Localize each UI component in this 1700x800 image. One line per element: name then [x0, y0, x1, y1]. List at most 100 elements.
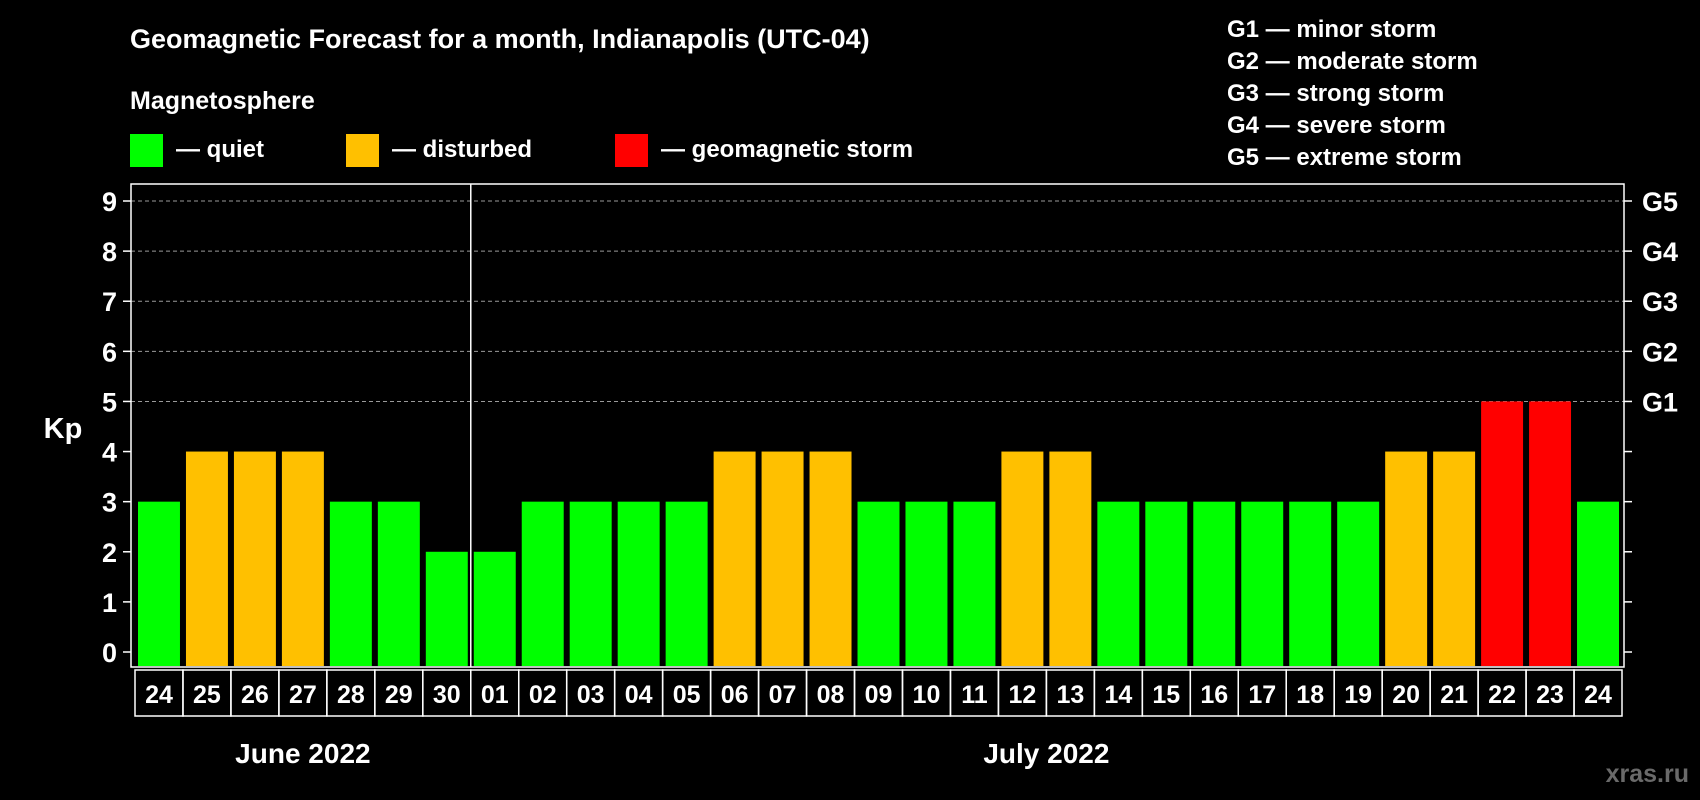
g-scale-label-g5: G5 — [1642, 187, 1678, 217]
x-tick-label: 20 — [1392, 681, 1420, 709]
plot-frame — [130, 183, 1625, 668]
y-tick-labels: 0 1 2 3 4 5 6 7 8 9 — [102, 187, 117, 668]
bar-31-24 — [1577, 501, 1619, 666]
gridlines — [131, 200, 1624, 402]
y-tick-label: 2 — [102, 538, 117, 568]
x-tick-label: 29 — [385, 681, 413, 709]
x-tick-label: 30 — [433, 681, 461, 709]
x-tick-label: 26 — [241, 681, 269, 709]
x-tick-label: 23 — [1536, 681, 1564, 709]
bar-30-23 — [1529, 401, 1572, 666]
x-tick-label: 09 — [865, 681, 893, 709]
x-tick-label: 24 — [1584, 681, 1612, 709]
bar-25-18 — [1289, 501, 1332, 666]
y-tick-label: 1 — [102, 588, 117, 618]
g-scale-label-g2: G2 — [1642, 337, 1678, 367]
bar-16-09 — [857, 501, 900, 666]
x-tick-label: 17 — [1248, 681, 1276, 709]
x-tick-label: 11 — [961, 681, 988, 709]
axes — [123, 183, 1632, 668]
x-tick-label: 08 — [817, 681, 845, 709]
x-tick-label: 03 — [577, 681, 605, 709]
y-tick-label: 9 — [102, 187, 117, 217]
x-tick-label: 28 — [337, 681, 365, 709]
month-label: June 2022 — [235, 738, 370, 769]
x-tick-label: 22 — [1488, 681, 1516, 709]
bar-11-04 — [617, 501, 660, 666]
bar-29-22 — [1481, 401, 1524, 666]
month-label: July 2022 — [983, 738, 1109, 769]
bar-18-11 — [953, 501, 996, 666]
y-tick-label: 3 — [102, 488, 117, 518]
bar-2-25 — [185, 451, 228, 666]
y-tick-label: 4 — [102, 438, 117, 468]
x-tick-label: 04 — [625, 681, 653, 709]
month-labels: June 2022 July 2022 — [235, 738, 1109, 769]
g-scale-tick-labels: G1 G2 G3 G4 G5 — [1642, 187, 1678, 417]
bar-28-21 — [1433, 451, 1476, 666]
bar-20-13 — [1049, 451, 1092, 666]
y-tick-label: 0 — [102, 638, 117, 668]
bar-22-15 — [1145, 501, 1188, 666]
bar-14-07 — [761, 451, 804, 666]
x-tick-label: 01 — [481, 681, 509, 709]
storm-scale-g3: G3 — strong storm — [1227, 80, 1444, 107]
storm-scale-g4: G4 — severe storm — [1227, 112, 1446, 139]
x-tick-label: 27 — [289, 681, 317, 709]
bars — [138, 401, 1619, 666]
date-cell — [1573, 669, 1623, 717]
g-scale-label-g4: G4 — [1642, 237, 1678, 267]
storm-scale-g2: G2 — moderate storm — [1227, 48, 1478, 75]
legend-swatch-quiet — [130, 134, 163, 167]
x-tick-label: 25 — [193, 681, 221, 709]
storm-scale-g5: G5 — extreme storm — [1227, 144, 1462, 171]
x-tick-label: 10 — [913, 681, 941, 709]
legend-label-storm: — geomagnetic storm — [661, 136, 913, 163]
bar-9-02 — [521, 501, 564, 666]
bar-5-28 — [329, 501, 372, 666]
x-tick-label: 07 — [769, 681, 797, 709]
bar-21-14 — [1097, 501, 1140, 666]
bar-1-24 — [138, 501, 180, 666]
bar-8-01 — [473, 551, 516, 666]
bar-12-05 — [665, 501, 708, 666]
bar-7-30 — [425, 551, 468, 666]
legend-label-quiet: — quiet — [176, 136, 264, 163]
x-tick-label: 05 — [673, 681, 701, 709]
x-tick-label: 14 — [1104, 681, 1132, 709]
y-tick-label: 7 — [102, 287, 117, 317]
bar-6-29 — [377, 501, 420, 666]
y-tick-label: 8 — [102, 237, 117, 267]
g-scale-label-g3: G3 — [1642, 287, 1678, 317]
x-tick-label: 21 — [1440, 681, 1468, 709]
y-tick-label: 5 — [102, 387, 117, 417]
x-tick-label: 19 — [1344, 681, 1372, 709]
x-tick-label: 16 — [1200, 681, 1228, 709]
bar-4-27 — [281, 451, 324, 666]
date-cells: 24 25 26 27 28 29 30 01 02 03 04 05 06 07 08 09 10 11 12 13… — [134, 669, 1623, 717]
storm-scale-g1: G1 — minor storm — [1227, 16, 1436, 43]
bar-3-26 — [233, 451, 276, 666]
watermark: xras.ru — [1606, 760, 1689, 788]
bar-15-08 — [809, 451, 852, 666]
chart-title: Geomagnetic Forecast for a month, Indian… — [130, 24, 870, 54]
legend-swatch-disturbed — [346, 134, 379, 167]
x-tick-label: 06 — [721, 681, 749, 709]
bar-26-19 — [1337, 501, 1380, 666]
legend-title: Magnetosphere — [130, 87, 315, 115]
legend-swatch-storm — [615, 134, 648, 167]
x-tick-label: 12 — [1008, 681, 1036, 709]
bar-10-03 — [569, 501, 612, 666]
bar-27-20 — [1385, 451, 1428, 666]
bar-17-10 — [905, 501, 948, 666]
x-tick-label: 02 — [529, 681, 557, 709]
legend-label-disturbed: — disturbed — [392, 136, 532, 163]
bar-24-17 — [1241, 501, 1284, 666]
bar-13-06 — [713, 451, 756, 666]
bar-19-12 — [1001, 451, 1044, 666]
x-tick-label: 15 — [1152, 681, 1180, 709]
y-tick-label: 6 — [102, 337, 117, 367]
x-tick-label: 18 — [1296, 681, 1324, 709]
x-tick-label: 13 — [1056, 681, 1084, 709]
